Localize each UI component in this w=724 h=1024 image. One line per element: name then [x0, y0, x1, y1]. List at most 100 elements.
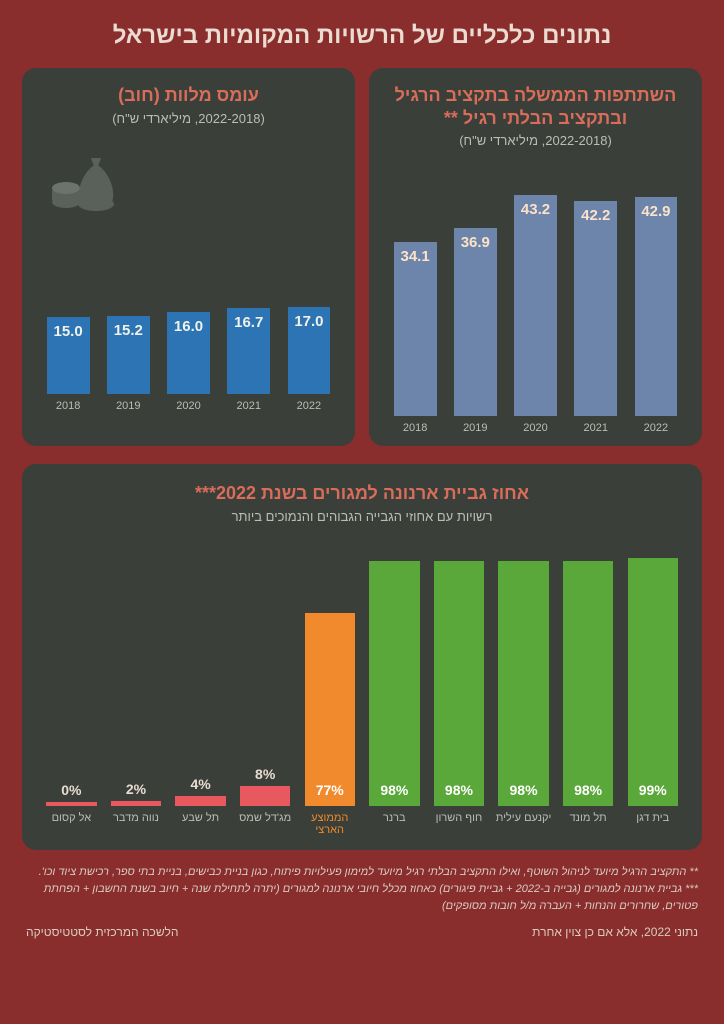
collection-axis-label: תל מונד	[559, 812, 618, 836]
collection-title: אחוז גביית ארנונה למגורים בשנת 2022***	[38, 482, 686, 505]
collection-bar: 98%	[434, 561, 484, 806]
gov-title: השתתפות הממשלה בתקציב הרגיל ובתקציב הבלת…	[381, 84, 690, 129]
axis-label: 2022	[630, 422, 682, 434]
collection-bar-col: 99%	[623, 558, 682, 806]
bar-value: 43.2	[514, 201, 557, 218]
bar-col: 15.2	[102, 316, 154, 394]
collection-bar-value: 98%	[434, 782, 484, 798]
bar-value: 16.7	[227, 314, 270, 331]
top-charts-row: השתתפות הממשלה בתקציב הרגיל ובתקציב הבלת…	[0, 68, 724, 446]
axis-label: 2019	[449, 422, 501, 434]
collection-bar: 98%	[563, 561, 613, 806]
collection-bar-value: 8%	[240, 766, 290, 782]
money-bag-icon	[48, 152, 118, 212]
loan-axis: 2018 2019 2020 2021 2022	[34, 394, 343, 412]
collection-axis-label: בית דגן	[623, 812, 682, 836]
bar-value: 34.1	[394, 248, 437, 265]
panel-arnona-collection: אחוז גביית ארנונה למגורים בשנת 2022*** ר…	[22, 464, 702, 850]
bar-value: 15.0	[47, 323, 90, 340]
collection-axis-label: נווה מדבר	[107, 812, 166, 836]
collection-bar-col: 98%	[430, 561, 489, 806]
bar: 34.1	[394, 242, 437, 416]
bar-value: 42.2	[574, 207, 617, 224]
bar: 15.0	[47, 317, 90, 394]
bar-col: 42.2	[570, 201, 622, 416]
collection-bar: 98%	[498, 561, 548, 806]
bar: 17.0	[288, 307, 331, 394]
collection-axis-label: תל שבע	[171, 812, 230, 836]
collection-bar: 99%	[628, 558, 678, 806]
collection-axis-label: יקנעם עילית	[494, 812, 553, 836]
panel-loan-burden: עומס מלוות (חוב) (2022-2018, מיליארדי ש"…	[22, 68, 355, 446]
bar-col: 43.2	[509, 195, 561, 416]
bar: 42.9	[635, 197, 678, 416]
gov-axis: 2018 2019 2020 2021 2022	[381, 416, 690, 434]
page-title: נתונים כלכליים של הרשויות המקומיות בישרא…	[0, 0, 724, 68]
bar-value: 15.2	[107, 322, 150, 339]
bar: 16.7	[227, 308, 270, 393]
bar-col: 16.0	[162, 312, 214, 394]
collection-axis-label: אל קסום	[42, 812, 101, 836]
footnote-2: *** גביית ארנונה למגורים (גבייה ב-2022 +…	[26, 881, 698, 915]
bar: 16.0	[167, 312, 210, 394]
collection-bar-col: 77%	[300, 613, 359, 806]
collection-bar-value: 4%	[175, 776, 225, 792]
bar: 36.9	[454, 228, 497, 416]
axis-label: 2022	[283, 400, 335, 412]
source-right: נתוני 2022, אלא אם כן צוין אחרת	[532, 925, 698, 939]
bar: 15.2	[107, 316, 150, 394]
collection-bar-value: 99%	[628, 782, 678, 798]
collection-bar-col: 98%	[365, 561, 424, 806]
bar-col: 42.9	[630, 197, 682, 416]
collection-bar-value: 2%	[111, 781, 161, 797]
panel-gov-participation: השתתפות הממשלה בתקציב הרגיל ובתקציב הבלת…	[369, 68, 702, 446]
collection-bar-chart: 99% 98% 98% 98% 98% 77% 8% 4% 2% 0%	[38, 536, 686, 806]
collection-bar-col: 0%	[42, 802, 101, 806]
bar-value: 36.9	[454, 234, 497, 251]
bar-value: 17.0	[288, 313, 331, 330]
loan-title: עומס מלוות (חוב)	[34, 84, 343, 107]
footnote-1: ** התקציב הרגיל מיועד לניהול השוטף, ואיל…	[26, 864, 698, 881]
bar-value: 42.9	[635, 203, 678, 220]
bar-col: 34.1	[389, 242, 441, 416]
collection-bar: 2%	[111, 801, 161, 806]
bar: 42.2	[574, 201, 617, 416]
bar-value: 16.0	[167, 318, 210, 335]
gov-subtitle: (2022-2018, מיליארדי ש"ח)	[381, 133, 690, 148]
collection-bar-value: 98%	[563, 782, 613, 798]
source-row: נתוני 2022, אלא אם כן צוין אחרת הלשכה המ…	[0, 915, 724, 939]
collection-axis-label: ברנר	[365, 812, 424, 836]
source-left: הלשכה המרכזית לסטטיסטיקה	[26, 925, 178, 939]
axis-label: 2021	[570, 422, 622, 434]
collection-bar: 0%	[46, 802, 96, 806]
collection-bar: 8%	[240, 786, 290, 806]
collection-axis-label: מג'דל שמס	[236, 812, 295, 836]
collection-axis: בית דגןתל מונדיקנעם עיליתחוף השרוןברנרהמ…	[38, 806, 686, 836]
axis-label: 2018	[389, 422, 441, 434]
bar-col: 36.9	[449, 228, 501, 416]
collection-bar-col: 98%	[494, 561, 553, 806]
bar-col: 16.7	[223, 308, 275, 393]
collection-bar-col: 4%	[171, 796, 230, 806]
collection-bar: 77%	[305, 613, 355, 806]
collection-bar-value: 0%	[46, 782, 96, 798]
axis-label: 2019	[102, 400, 154, 412]
collection-subtitle: רשויות עם אחוזי הגבייה הגבוהים והנמוכים …	[38, 509, 686, 524]
axis-label: 2021	[223, 400, 275, 412]
bar-col: 17.0	[283, 307, 335, 394]
collection-bar-col: 2%	[107, 801, 166, 806]
collection-axis-label: הממוצע הארצי	[300, 812, 359, 836]
collection-bar-value: 98%	[498, 782, 548, 798]
axis-label: 2020	[509, 422, 561, 434]
collection-bar-col: 98%	[559, 561, 618, 806]
loan-bar-chart: 15.0 15.2 16.0 16.7 17.0	[34, 134, 343, 394]
collection-bar: 4%	[175, 796, 225, 806]
axis-label: 2018	[42, 400, 94, 412]
bar-col: 15.0	[42, 317, 94, 394]
collection-axis-label: חוף השרון	[430, 812, 489, 836]
collection-bar-value: 98%	[369, 782, 419, 798]
axis-label: 2020	[162, 400, 214, 412]
gov-bar-chart: 34.1 36.9 43.2 42.2 42.9	[381, 156, 690, 416]
loan-subtitle: (2022-2018, מיליארדי ש"ח)	[34, 111, 343, 126]
bar: 43.2	[514, 195, 557, 416]
